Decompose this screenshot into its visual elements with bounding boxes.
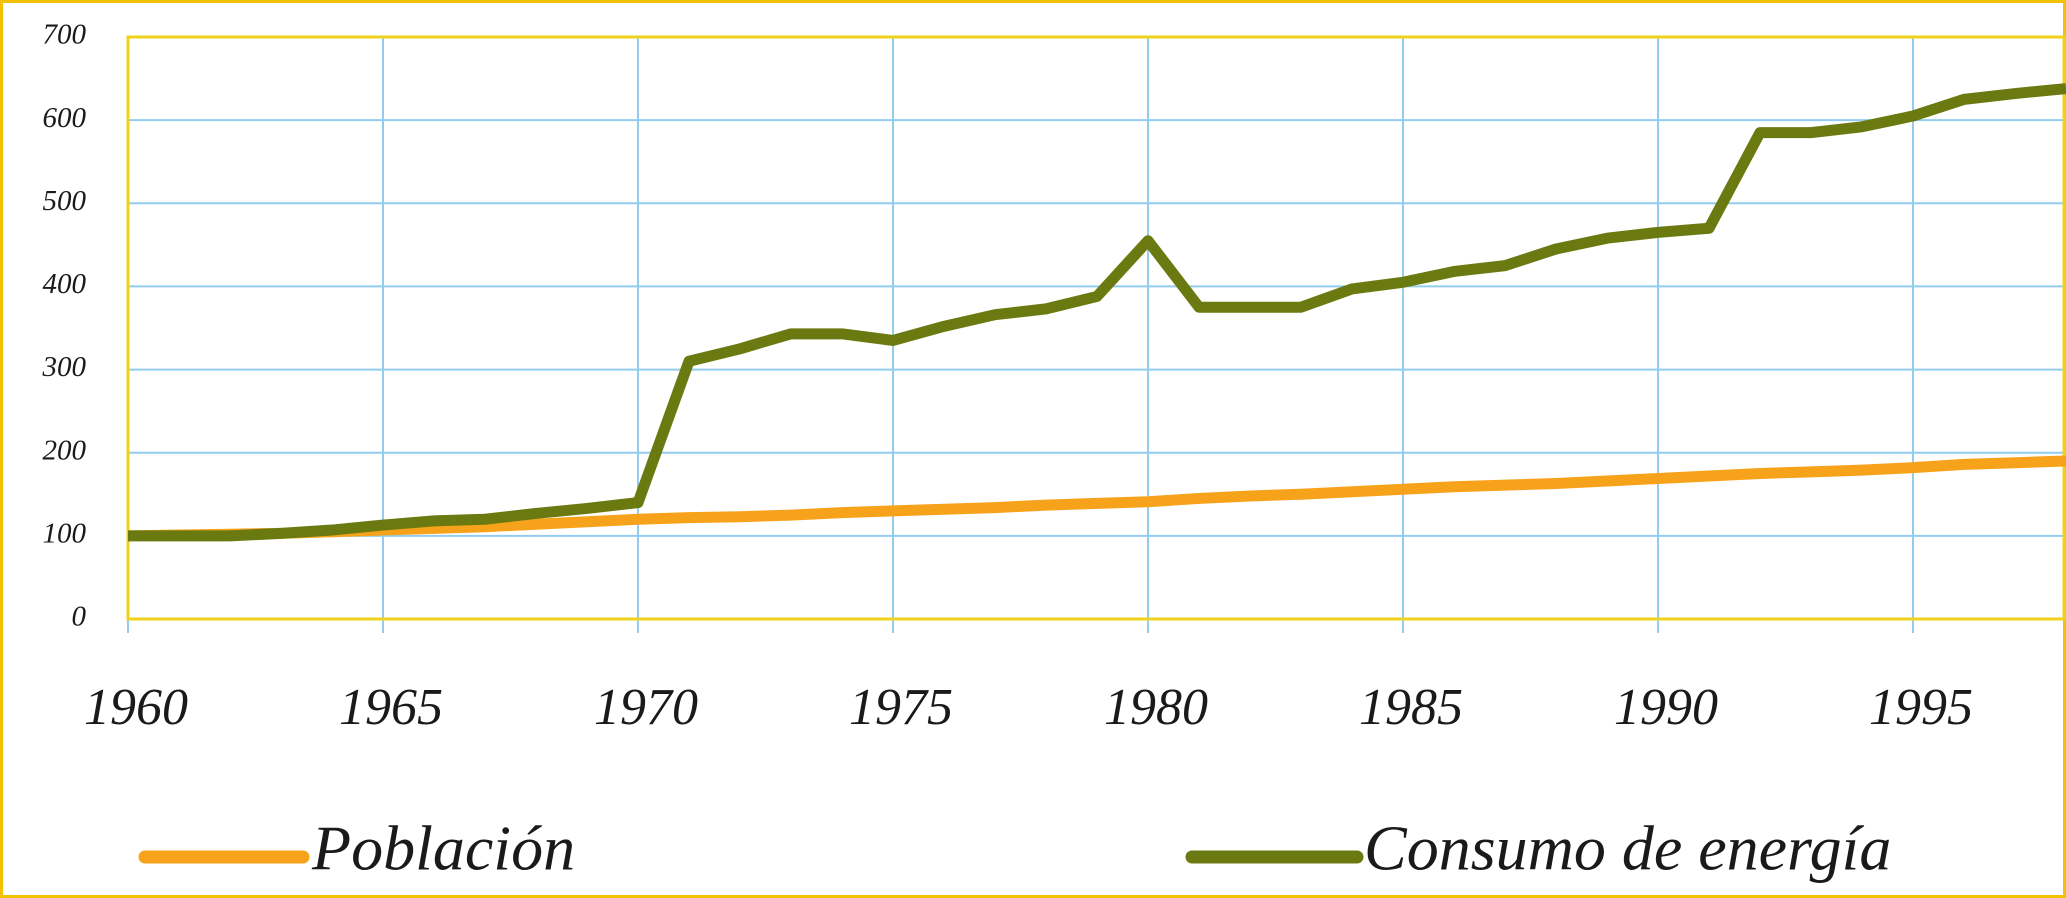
plot-border bbox=[126, 35, 2066, 621]
x-tick-label: 1960 bbox=[84, 679, 188, 736]
legend-label: Consumo de energía bbox=[1364, 813, 1891, 884]
x-tick-label: 1970 bbox=[594, 679, 698, 736]
y-tick-label: 100 bbox=[43, 518, 87, 550]
grid bbox=[126, 35, 2066, 633]
y-tick-label: 600 bbox=[43, 102, 87, 134]
y-tick-label: 700 bbox=[43, 19, 87, 51]
series-line bbox=[127, 455, 2066, 542]
x-tick-label: 1965 bbox=[339, 679, 443, 736]
y-tick-label: 400 bbox=[43, 268, 87, 300]
x-tick-label: 1990 bbox=[1614, 679, 1718, 736]
y-tick-label: 0 bbox=[72, 601, 87, 633]
legend-label: Población bbox=[311, 813, 575, 884]
x-tick-label: 1980 bbox=[1104, 679, 1208, 736]
y-tick-label: 200 bbox=[43, 434, 87, 466]
labels: 0 100 200 300 400 500 600 700 1960 1965 1970 1975 19… bbox=[42, 19, 1974, 884]
lines bbox=[127, 83, 2066, 542]
y-tick-label: 300 bbox=[42, 351, 87, 383]
series-line bbox=[128, 83, 2066, 542]
x-tick-label: 1985 bbox=[1359, 679, 1463, 736]
x-tick-label: 1995 bbox=[1869, 679, 1973, 736]
y-tick-label: 500 bbox=[43, 185, 87, 217]
x-tick-label: 1975 bbox=[849, 679, 953, 736]
